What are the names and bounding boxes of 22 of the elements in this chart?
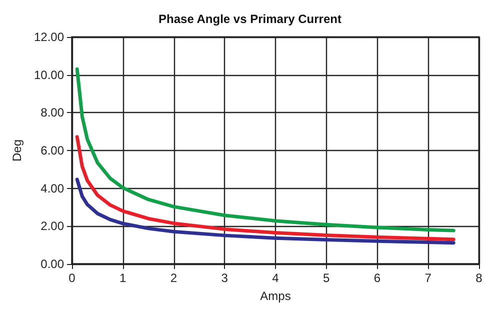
x-tick-label: 5 — [323, 271, 330, 285]
y-tick-label: 2.00 — [40, 219, 64, 234]
x-tick-label: 7 — [424, 271, 432, 285]
x-tick-label: 0 — [68, 271, 76, 285]
x-axis-title: Amps — [260, 289, 291, 303]
x-tick-label: 2 — [170, 271, 178, 285]
x-tick-label: 4 — [272, 271, 280, 285]
y-tick-label: 12.00 — [34, 30, 64, 44]
x-tick-label: 1 — [120, 271, 127, 285]
y-tick-label: 0.00 — [40, 257, 64, 271]
line-series — [75, 67, 456, 232]
x-tick-label: 3 — [221, 271, 228, 285]
y-tick-label: 6.00 — [40, 144, 64, 158]
y-tick-label: 8.00 — [40, 106, 64, 120]
chart-title: Phase Angle vs Primary Current — [158, 12, 342, 26]
line-series — [75, 178, 456, 245]
y-axis-title: Deg — [10, 139, 24, 162]
y-tick-label: 4.00 — [40, 181, 64, 196]
line-series — [75, 135, 456, 242]
y-tick-label: 10.00 — [34, 68, 64, 82]
x-tick-label: 8 — [476, 271, 483, 285]
x-tick-label: 6 — [374, 271, 381, 285]
